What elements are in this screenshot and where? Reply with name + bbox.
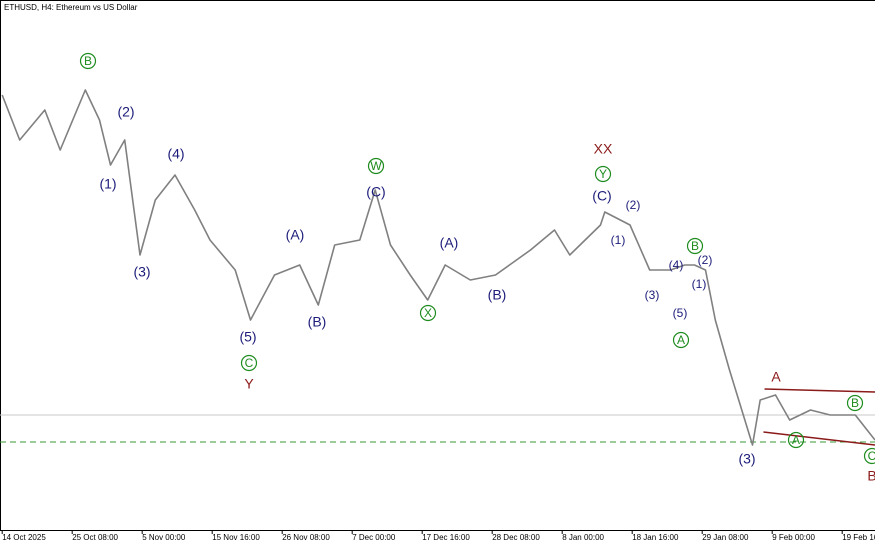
wave-label: Y xyxy=(599,167,607,181)
wave-label: (2) xyxy=(698,253,713,267)
wave-label: X xyxy=(424,306,432,320)
x-tick-label: 5 Nov 00:00 xyxy=(142,533,186,542)
chart-title: ETHUSD, H4: Ethereum vs US Dollar xyxy=(4,3,138,12)
wave-label: (A) xyxy=(286,227,305,243)
wave-circle xyxy=(686,237,704,255)
x-tick-label: 7 Dec 00:00 xyxy=(352,533,396,542)
wave-label: (C) xyxy=(592,188,611,204)
x-tick-label: 15 Nov 16:00 xyxy=(212,533,260,542)
x-tick-label: 14 Oct 2025 xyxy=(2,533,46,542)
x-tick-label: 29 Jan 08:00 xyxy=(702,533,749,542)
wave-label: (4) xyxy=(167,146,184,162)
wave-label: (4) xyxy=(669,258,684,272)
wave-label: A xyxy=(792,433,800,447)
wave-label: B xyxy=(851,396,859,410)
wave-circle xyxy=(419,304,437,322)
wave-label: A xyxy=(677,333,685,347)
wave-label: (1) xyxy=(611,233,626,247)
wave-label: B xyxy=(84,54,92,68)
wave-label: (3) xyxy=(645,288,660,302)
wave-label: A xyxy=(771,369,781,385)
wave-label: C xyxy=(245,356,254,370)
x-tick-label: 25 Oct 08:00 xyxy=(72,533,118,542)
wave-label: (1) xyxy=(99,176,116,192)
wave-circle xyxy=(240,354,258,372)
wave-circle xyxy=(367,157,385,175)
x-tick-label: 28 Dec 08:00 xyxy=(492,533,540,542)
wave-label: (A) xyxy=(440,235,459,251)
x-tick-label: 8 Jan 00:00 xyxy=(562,533,604,542)
wave-label: (2) xyxy=(117,104,134,120)
wave-label: W xyxy=(370,159,382,173)
wave-circle xyxy=(594,165,612,183)
x-tick-label: 9 Feb 00:00 xyxy=(772,533,815,542)
x-tick-label: 19 Feb 16:00 xyxy=(842,533,875,542)
x-tick-label: 18 Jan 16:00 xyxy=(632,533,679,542)
trendline xyxy=(764,388,875,393)
wave-circle xyxy=(79,52,97,70)
wave-label: (B) xyxy=(488,287,507,303)
wave-circle xyxy=(672,331,690,349)
wave-circle xyxy=(863,447,875,465)
wave-label: C xyxy=(868,449,875,463)
wave-circle xyxy=(846,394,864,412)
wave-label: (3) xyxy=(133,264,150,280)
wave-label: B xyxy=(691,239,699,253)
price-line xyxy=(1,89,875,446)
wave-label: XX xyxy=(594,141,613,157)
wave-label: (3) xyxy=(738,451,755,467)
wave-label: (5) xyxy=(239,329,256,345)
wave-label: Y xyxy=(244,376,254,392)
wave-label: (2) xyxy=(626,198,641,212)
wave-label: B xyxy=(867,468,875,484)
x-tick-label: 26 Nov 08:00 xyxy=(282,533,330,542)
wave-label: (5) xyxy=(673,306,688,320)
wave-circle xyxy=(787,431,805,449)
wave-label: (C) xyxy=(366,184,385,200)
wave-label: (1) xyxy=(692,277,707,291)
trendline xyxy=(763,431,875,446)
x-tick-label: 17 Dec 16:00 xyxy=(422,533,470,542)
wave-label: (B) xyxy=(308,314,327,330)
